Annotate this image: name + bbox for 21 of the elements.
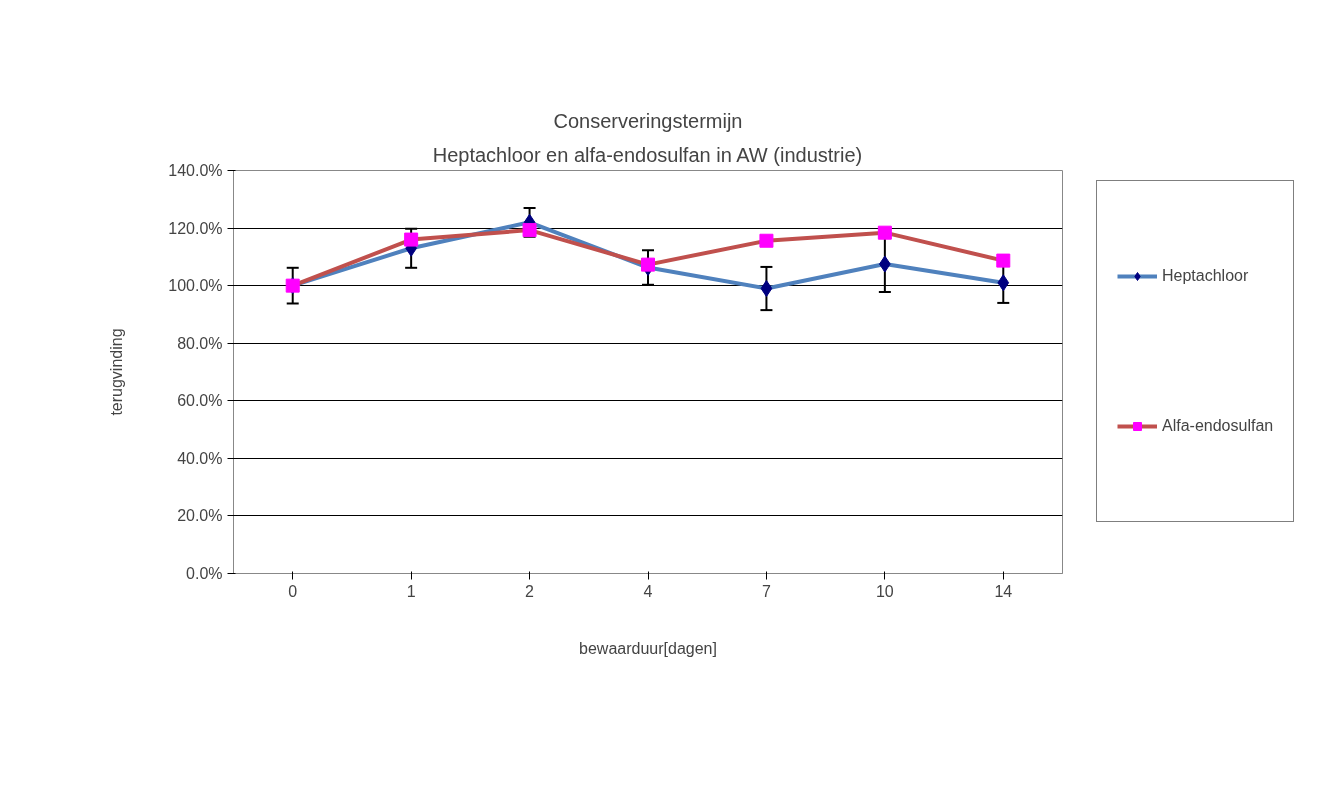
- y-tick-label: 0.0%: [186, 565, 223, 582]
- x-tick-label: 4: [643, 582, 653, 600]
- chart-subtitle: Heptachloor en alfa-endosulfan in AW (industrie): [432, 143, 863, 166]
- legend-label: Heptachloor: [1162, 266, 1249, 286]
- y-tick-label: 100.0%: [168, 277, 223, 295]
- x-tick-label: 14: [994, 582, 1013, 600]
- x-tick-label: 10: [875, 582, 894, 600]
- y-tick-label: 20.0%: [177, 507, 223, 525]
- y-tick-label: 60.0%: [177, 392, 223, 410]
- x-tick-label: 2: [525, 582, 535, 600]
- y-axis-title: terugvinding: [108, 328, 126, 416]
- y-tick-label: 140.0%: [168, 162, 223, 179]
- x-tick-label: 0: [288, 582, 298, 600]
- y-tick-label: 40.0%: [177, 449, 223, 467]
- legend-label: Alfa-endosulfan: [1162, 416, 1274, 436]
- y-tick-label: 80.0%: [177, 334, 223, 352]
- x-axis-title: bewaarduur[dagen]: [579, 639, 717, 657]
- x-tick-label: 1: [406, 582, 416, 600]
- x-tick-label: 7: [761, 582, 771, 600]
- chart-title: Conserveringstermijn: [553, 109, 743, 132]
- y-tick-label: 120.0%: [168, 219, 223, 237]
